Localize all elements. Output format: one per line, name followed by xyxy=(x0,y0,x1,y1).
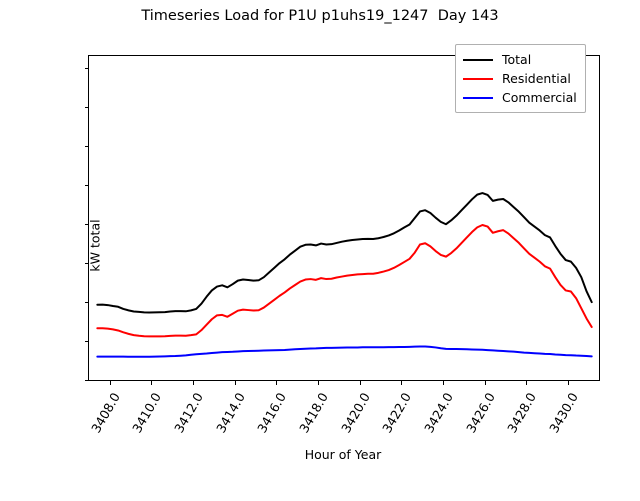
y-tick-mark xyxy=(84,302,89,304)
x-tick-mark xyxy=(442,380,444,385)
chart-figure: Timeseries Load for P1U p1uhs19_1247 Day… xyxy=(84,8,600,462)
x-tick-mark xyxy=(276,380,278,385)
legend-swatch-commercial xyxy=(463,96,493,99)
y-tick-mark xyxy=(84,224,89,226)
legend-swatch-residential xyxy=(463,77,493,80)
x-axis-label: Hour of Year xyxy=(304,447,382,462)
x-tick-mark xyxy=(234,380,236,385)
x-tick-mark xyxy=(151,380,153,385)
series-line-residential xyxy=(96,224,593,338)
legend-item-commercial: Commercial xyxy=(463,88,577,107)
y-tick-mark xyxy=(84,107,89,109)
y-tick-mark xyxy=(84,185,89,187)
legend-item-total: Total xyxy=(463,50,577,69)
x-tick-mark xyxy=(109,380,111,385)
y-tick-mark xyxy=(84,341,89,343)
x-tick-mark xyxy=(317,380,319,385)
legend-label-residential: Residential xyxy=(502,71,571,86)
x-tick-mark xyxy=(359,380,361,385)
y-tick-mark xyxy=(84,380,89,381)
legend-label-commercial: Commercial xyxy=(502,90,577,105)
y-tick-mark xyxy=(84,146,89,148)
chart-title: Timeseries Load for P1U p1uhs19_1247 Day… xyxy=(141,8,499,24)
legend-label-total: Total xyxy=(502,52,532,67)
legend-item-residential: Residential xyxy=(463,69,577,88)
x-tick-mark xyxy=(401,380,403,385)
series-line-total xyxy=(96,192,593,314)
x-tick-mark xyxy=(484,380,486,385)
y-tick-mark xyxy=(84,263,89,265)
x-tick-mark xyxy=(567,380,569,385)
series-line-commercial xyxy=(96,345,593,358)
x-tick-mark xyxy=(526,380,528,385)
chart-legend: Total Residential Commercial xyxy=(455,44,586,113)
legend-swatch-total xyxy=(463,58,493,61)
plot-lines xyxy=(96,192,593,358)
y-axis-label: kW total xyxy=(87,219,103,272)
y-tick-mark xyxy=(84,68,89,70)
x-tick-mark xyxy=(193,380,195,385)
